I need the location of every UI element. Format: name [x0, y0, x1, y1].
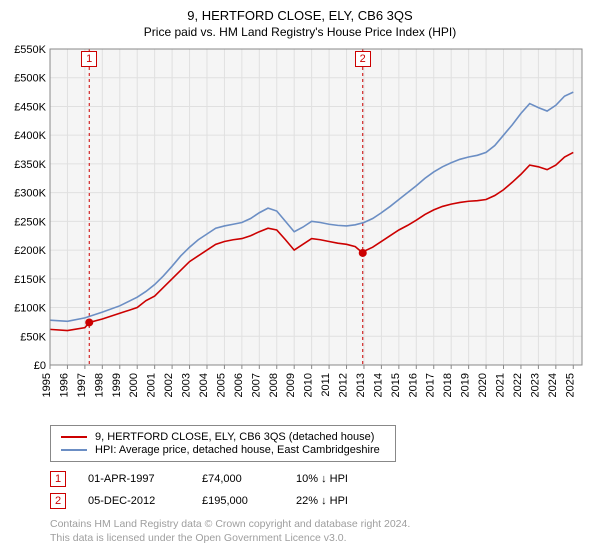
- sale-date: 01-APR-1997: [88, 473, 180, 485]
- x-tick-label: 1997: [76, 373, 88, 397]
- sale-row: 1 01-APR-1997 £74,000 10% ↓ HPI: [50, 468, 590, 490]
- x-tick-label: 2007: [250, 373, 262, 397]
- x-tick-label: 2005: [215, 373, 227, 397]
- y-tick-label: £200K: [14, 245, 46, 257]
- x-tick-label: 2010: [303, 373, 315, 397]
- y-tick-label: £100K: [14, 303, 46, 315]
- y-tick-label: £350K: [14, 159, 46, 171]
- y-tick-label: £500K: [14, 73, 46, 85]
- sale-marker-box: 2: [355, 51, 371, 67]
- y-tick-label: £400K: [14, 130, 46, 142]
- x-tick-label: 2000: [128, 373, 140, 397]
- x-tick-label: 2003: [181, 373, 193, 397]
- x-tick-label: 2024: [547, 373, 559, 397]
- legend-swatch: [61, 449, 87, 452]
- x-tick-label: 1999: [111, 373, 123, 397]
- plot-background: [50, 49, 582, 365]
- x-tick-label: 2015: [390, 373, 402, 397]
- sale-dot: [85, 318, 93, 326]
- chart-area: £0 £50K £100K £150K £200K £250K £300K £350K £400…: [10, 43, 590, 417]
- sale-diff: 10% ↓ HPI: [296, 473, 348, 485]
- x-tick-label: 2009: [285, 373, 297, 397]
- x-tick-label: 2002: [163, 373, 175, 397]
- x-tick-label: 2006: [233, 373, 245, 397]
- x-tick-label: 2004: [198, 373, 210, 397]
- y-tick-label: £50K: [20, 331, 46, 343]
- y-tick-label: £0: [34, 360, 46, 372]
- sales-table: 1 01-APR-1997 £74,000 10% ↓ HPI 2 05-DEC-2012…: [50, 468, 590, 512]
- page-title: 9, HERTFORD CLOSE, ELY, CB6 3QS: [10, 8, 590, 23]
- y-tick-label: £250K: [14, 216, 46, 228]
- x-tick-label: 2017: [425, 373, 437, 397]
- x-tick-label: 2011: [320, 373, 332, 397]
- x-tick-label: 1995: [41, 373, 53, 397]
- x-tick-label: 2021: [495, 373, 507, 397]
- sale-marker-box: 1: [81, 51, 97, 67]
- sale-row: 2 05-DEC-2012 £195,000 22% ↓ HPI: [50, 490, 590, 512]
- x-tick-label: 2012: [338, 373, 350, 397]
- sale-marker-inline: 2: [50, 493, 66, 509]
- x-tick-label: 2020: [477, 373, 489, 397]
- x-tick-label: 1996: [58, 373, 70, 397]
- footer-line-1: Contains HM Land Registry data © Crown c…: [50, 518, 590, 532]
- sale-dot: [359, 249, 367, 257]
- sale-marker-inline: 1: [50, 471, 66, 487]
- sale-price: £195,000: [202, 495, 274, 507]
- y-tick-label: £450K: [14, 101, 46, 113]
- line-chart-svg: £0 £50K £100K £150K £200K £250K £300K £350K £400…: [10, 43, 590, 417]
- sale-price: £74,000: [202, 473, 274, 485]
- legend-label: 9, HERTFORD CLOSE, ELY, CB6 3QS (detache…: [95, 431, 374, 443]
- x-tick-label: 2023: [529, 373, 541, 397]
- x-tick-label: 2019: [460, 373, 472, 397]
- legend-row: 9, HERTFORD CLOSE, ELY, CB6 3QS (detache…: [61, 431, 385, 443]
- x-tick-label: 2018: [442, 373, 454, 397]
- x-tick-label: 2014: [372, 373, 384, 397]
- x-tick-label: 2001: [146, 373, 158, 397]
- footer-attribution: Contains HM Land Registry data © Crown c…: [50, 518, 590, 545]
- legend-swatch: [61, 436, 87, 439]
- x-tick-label: 2013: [355, 373, 367, 397]
- x-tick-label: 2022: [512, 373, 524, 397]
- legend: 9, HERTFORD CLOSE, ELY, CB6 3QS (detache…: [50, 425, 396, 462]
- sale-diff: 22% ↓ HPI: [296, 495, 348, 507]
- y-tick-label: £150K: [14, 274, 46, 286]
- x-tick-label: 2025: [564, 373, 576, 397]
- x-tick-label: 2008: [268, 373, 280, 397]
- page-subtitle: Price paid vs. HM Land Registry's House …: [10, 25, 590, 39]
- footer-line-2: This data is licensed under the Open Gov…: [50, 532, 590, 546]
- y-tick-label: £300K: [14, 188, 46, 200]
- y-tick-label: £550K: [14, 44, 46, 56]
- legend-row: HPI: Average price, detached house, East…: [61, 444, 385, 456]
- sale-date: 05-DEC-2012: [88, 495, 180, 507]
- x-tick-label: 2016: [407, 373, 419, 397]
- legend-label: HPI: Average price, detached house, East…: [95, 444, 380, 456]
- x-tick-label: 1998: [93, 373, 105, 397]
